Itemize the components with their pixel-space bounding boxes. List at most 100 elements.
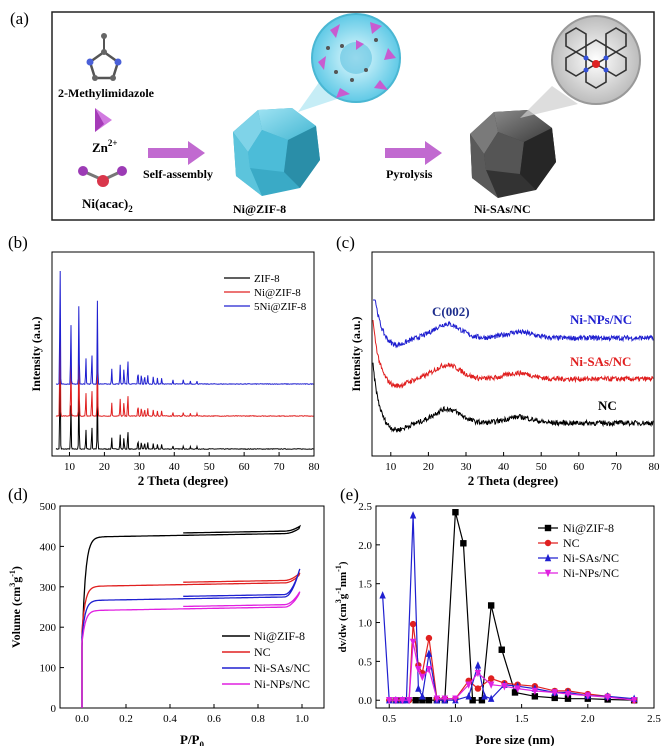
panel-e-ylabel-sup2: -1	[334, 587, 343, 594]
y-tick-label: 400	[40, 541, 57, 553]
panel-d-legend: Ni@ZIF-8 NC Ni-SAs/NC Ni-NPs/NC	[222, 629, 310, 691]
x-tick-label: 0.5	[382, 713, 396, 725]
panel-e-pore-chart: (e) 0.5 1.0 1.5 2.0 2.5 0.0 0.5 1.0 1.5 2.0 2.5 Po…	[334, 485, 661, 746]
legend-label-d-zif8: Ni@ZIF-8	[254, 629, 305, 643]
pore-point	[474, 661, 482, 669]
pore-point	[425, 634, 433, 642]
legend-label-5ni-zif8: 5Ni@ZIF-8	[254, 301, 307, 313]
zn-charge: 2+	[108, 138, 118, 148]
pore-point	[392, 697, 400, 705]
pore-point	[584, 692, 592, 700]
broad-xrd-series-1	[373, 299, 654, 349]
pore-point	[409, 511, 417, 519]
x-tick-label: 2.0	[581, 713, 595, 725]
panel-e-ylabel-b: g	[337, 593, 349, 599]
x-tick-label: 2.5	[647, 713, 661, 725]
isotherm-series-1	[81, 524, 302, 708]
pore-point	[415, 665, 422, 674]
panel-b-xlabel: 2 Theta (degree)	[138, 473, 229, 488]
x-tick-label: 10	[64, 461, 76, 473]
pore-point	[478, 697, 486, 704]
pore-point	[379, 591, 386, 599]
pore-point	[604, 693, 611, 702]
zn-pyramid-icon	[95, 108, 112, 132]
panel-d-xlabel: P/P0	[180, 732, 205, 746]
x-tick-label: 70	[611, 461, 623, 473]
x-tick-label: 0.6	[207, 713, 221, 725]
panel-d-frame	[59, 505, 325, 709]
y-tick-label: 0	[51, 703, 57, 715]
pore-point	[531, 693, 539, 700]
pore-point	[460, 540, 467, 547]
pore-point	[511, 689, 519, 696]
x-tick-label: 80	[649, 461, 661, 473]
x-tick-label: 1.0	[295, 713, 309, 725]
pore-point	[531, 687, 539, 696]
pyrolysis-arrow	[385, 141, 442, 165]
panel-e-legend: Ni@ZIF-8 NC Ni-SAs/NC Ni-NPs/NC	[538, 521, 619, 580]
y-tick-label: 1.0	[358, 618, 372, 630]
c002-annotation: C(002)	[432, 304, 470, 319]
pore-point	[487, 675, 495, 682]
pore-point	[412, 697, 419, 704]
ni-acac-sub: 2	[128, 204, 133, 214]
y-tick-label: 1.5	[358, 579, 372, 591]
panel-b-x-ticks: 10 20 30 40 50 60 70 80	[64, 452, 320, 473]
x-tick-label: 20	[423, 461, 435, 473]
pore-point	[425, 697, 433, 704]
xrd-series-2	[55, 317, 314, 418]
pore-point	[487, 602, 495, 609]
panel-e-label: (e)	[340, 485, 359, 504]
zif8-polyhedron-icon	[233, 108, 320, 196]
pore-point	[474, 685, 482, 692]
panel-e-ylabel-d: )	[337, 561, 349, 565]
pyrolysis-label: Pyrolysis	[386, 167, 433, 181]
legend-label-e-zif8: Ni@ZIF-8	[563, 521, 614, 535]
panel-e-ylabel-a: dv/dw (cm	[337, 603, 349, 652]
pore-point	[419, 697, 426, 704]
self-assembly-arrow	[148, 141, 205, 165]
ni-sas-nc-polyhedron-icon	[470, 110, 556, 198]
panel-b-frame	[51, 251, 315, 457]
pore-point	[487, 681, 495, 689]
self-assembly-label: Self-assembly	[143, 167, 213, 181]
panel-e-ylabel: dv/dw (cm3g-1nm-1)	[334, 561, 349, 652]
pore-point	[399, 697, 406, 705]
x-tick-label: 70	[274, 461, 286, 473]
broad-xrd-series-3	[372, 362, 654, 433]
x-tick-label: 40	[498, 461, 510, 473]
pore-point	[452, 695, 459, 703]
panel-b-legend: ZIF-8 Ni@ZIF-8 5Ni@ZIF-8	[224, 273, 307, 313]
legend-label-ni-zif8: Ni@ZIF-8	[254, 287, 301, 299]
pore-point	[405, 697, 413, 705]
legend-label-e-ni-sas: Ni-SAs/NC	[563, 551, 619, 565]
panel-d-ylabel-b: g	[9, 577, 23, 583]
pore-point	[514, 685, 521, 693]
methylimidazole-molecule-icon	[86, 33, 122, 81]
x-tick-label: 1.0	[449, 713, 463, 725]
x-tick-label: 30	[134, 461, 146, 473]
panel-d-ticks: 0.0 0.2 0.4 0.6 0.8 1.0 0 100 200 300 400 500	[40, 501, 310, 725]
panel-b-ylabel: Intensity (a.u.)	[29, 316, 43, 391]
x-tick-label: 20	[99, 461, 111, 473]
legend-marker-e-3	[544, 553, 552, 562]
y-tick-label: 2.0	[358, 540, 372, 552]
ni-sas-nc-label: Ni-SAs/NC	[474, 202, 531, 216]
y-tick-label: 500	[40, 501, 57, 513]
isotherm-series-4	[81, 591, 301, 708]
pore-point	[425, 649, 433, 657]
pore-point	[498, 646, 505, 653]
panel-b-series	[55, 270, 314, 451]
panel-d-label: (d)	[8, 485, 28, 504]
pore-point	[469, 697, 476, 704]
panel-d-xlabel-sub: 0	[200, 740, 205, 746]
pore-series-line-4	[389, 641, 635, 701]
pore-point	[465, 692, 472, 700]
label-nc: NC	[598, 398, 617, 413]
pore-point	[433, 695, 441, 703]
x-tick-label: 30	[461, 461, 473, 473]
label-ni-sas-nc: Ni-SAs/NC	[570, 354, 631, 369]
panel-a-frame	[51, 11, 655, 221]
x-tick-label: 0.4	[163, 713, 177, 725]
isotherm-series-2	[81, 572, 301, 708]
